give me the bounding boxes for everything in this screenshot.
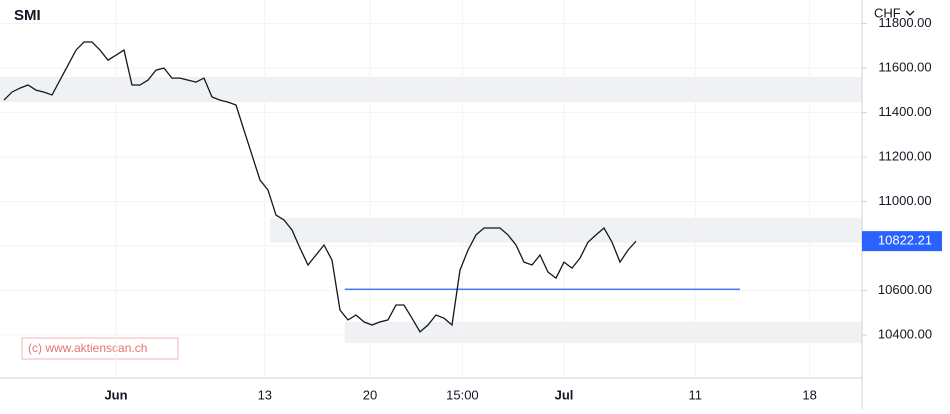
watermark-box <box>21 337 179 360</box>
y-tick-label: 11400.00 <box>878 104 931 119</box>
last-price-label: 10822.21 <box>878 233 932 248</box>
dropdown-icon[interactable] <box>905 10 915 16</box>
watermark: (c) www.aktienscan.ch <box>28 341 147 355</box>
x-tick-label: 18 <box>802 387 816 402</box>
x-tick-label: 13 <box>258 387 272 402</box>
x-tick-label: Jun <box>104 387 127 402</box>
currency-selector[interactable]: CHF <box>874 5 901 20</box>
volume-zone <box>344 321 862 343</box>
y-tick-label: 10400.00 <box>878 326 932 341</box>
chart-title: SMI <box>14 7 41 24</box>
y-tick-label: 11800.00 <box>878 15 931 30</box>
x-tick-label: 20 <box>363 387 377 402</box>
x-tick-label: 11 <box>688 387 702 402</box>
y-tick-label: 10600.00 <box>878 282 932 297</box>
volume-zone <box>270 218 862 243</box>
price-line <box>3 41 637 333</box>
x-tick-label: Jul <box>555 387 574 402</box>
y-tick-label: 11600.00 <box>878 60 931 75</box>
volume-zone <box>0 76 862 103</box>
last-price-box <box>862 231 942 252</box>
x-tick-label: 15:00 <box>446 387 479 402</box>
y-tick-label: 11000.00 <box>878 193 931 208</box>
y-tick-label: 11200.00 <box>878 149 931 164</box>
